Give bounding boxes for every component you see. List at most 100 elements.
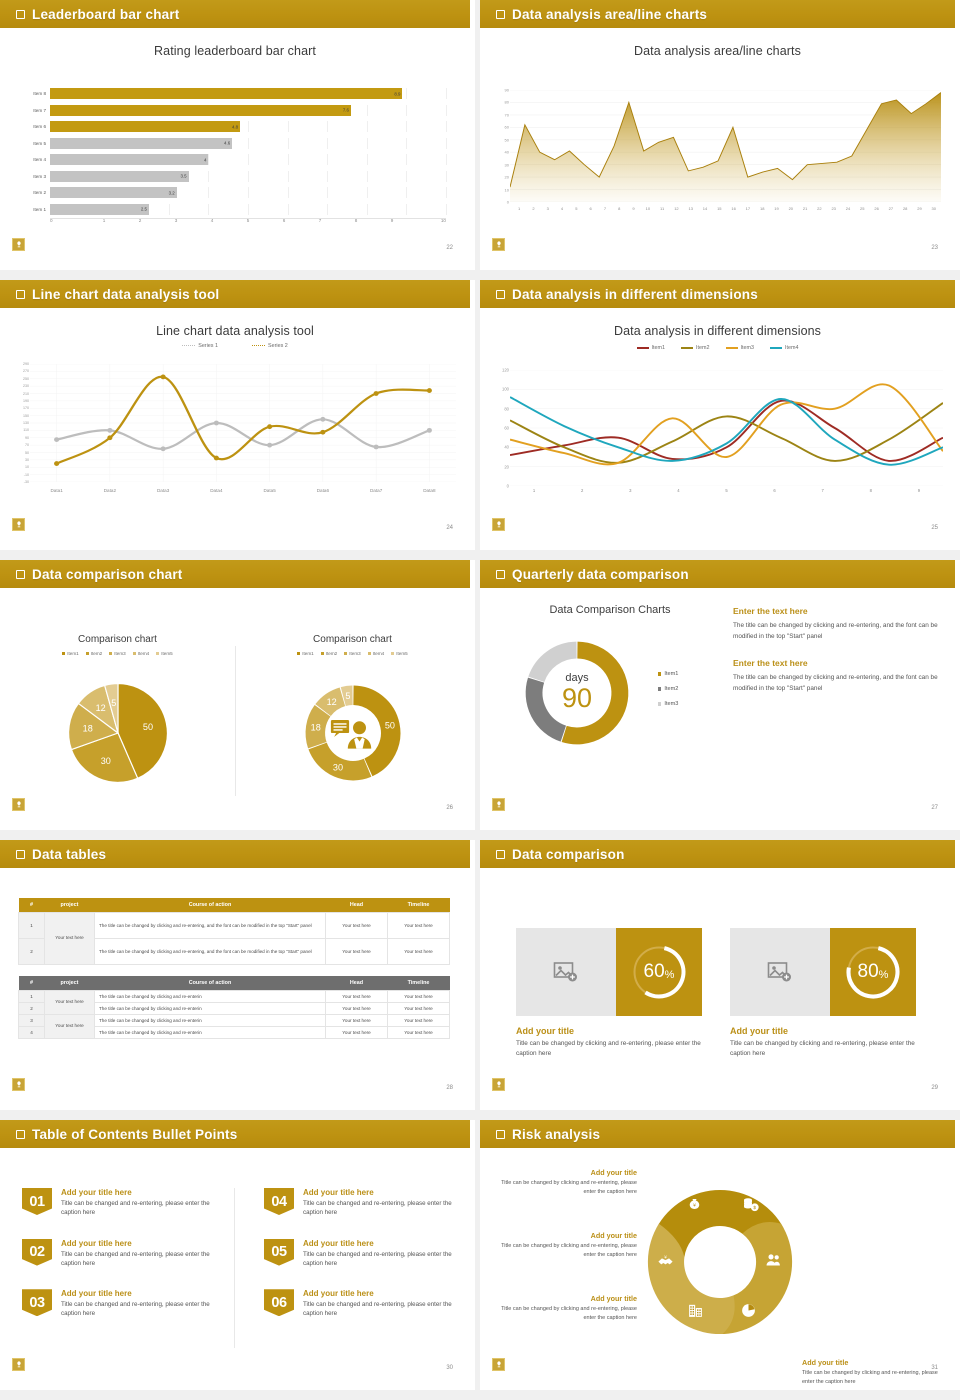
legend-item[interactable]: Item1 <box>636 345 665 351</box>
days-donut-chart: days 90 <box>512 628 642 758</box>
data-point <box>160 446 166 452</box>
bar-chart-row: Item 2 3.2 <box>18 185 447 200</box>
legend-swatch <box>658 702 662 706</box>
area-chart-x-axis: 1 2 3 4 5 6 7 8 9 10 11 12 13 14 15 16 17 18 19 20 21 22 23 24 2… <box>512 206 941 220</box>
x-tick: 7 <box>318 218 322 223</box>
data-point <box>213 420 219 426</box>
donut-legend: Item1 Item2 Item3 <box>658 671 678 716</box>
pie-chart-icon <box>742 1304 755 1317</box>
gauge-unit: % <box>878 968 889 981</box>
legend-item[interactable]: Series 2 <box>252 343 288 349</box>
legend-item[interactable]: Item3 <box>658 701 678 707</box>
slide-data-tables[interactable]: Data tables # project Course of action Head… <box>0 840 480 1120</box>
risk-item-title: Add your title <box>590 1294 637 1303</box>
square-bullet-icon <box>496 569 505 579</box>
legend-label: Item2 <box>664 686 679 692</box>
text-block[interactable]: Enter the text here The title can be cha… <box>733 658 941 694</box>
x-tick: 18 <box>759 206 765 211</box>
legend-item[interactable]: Item2 <box>85 651 102 656</box>
legend-swatch <box>658 672 662 676</box>
text-block[interactable]: Enter the text here The title can be cha… <box>733 606 941 642</box>
toc-item[interactable]: 06 Add your title here Title can be change… <box>264 1289 469 1319</box>
risk-item[interactable]: Add your title Title can be changed by cl… <box>492 1294 637 1323</box>
legend-swatch <box>62 652 66 655</box>
row-course: The title can be changed by clicking and… <box>94 1002 326 1015</box>
table-column-header: project <box>44 898 95 913</box>
x-tick: Data8 <box>423 488 436 493</box>
image-placeholder[interactable] <box>730 928 830 1016</box>
y-tick: 0 <box>506 483 509 489</box>
row-timeline: Your text here <box>387 1002 450 1015</box>
toc-item[interactable]: 05 Add your title here Title can be change… <box>264 1238 469 1269</box>
legend-item[interactable]: Item3 <box>725 345 754 351</box>
bar-track: 7.6 <box>50 104 447 116</box>
table-row[interactable]: 2 The title can be changed by clicking an… <box>18 1002 450 1015</box>
legend-item[interactable]: Item3 <box>344 651 361 656</box>
y-tick: 90 <box>504 87 509 93</box>
brand-logo-icon <box>12 238 25 251</box>
risk-item[interactable]: Add your title Title can be changed by cl… <box>802 1358 950 1387</box>
legend-item[interactable]: Item1 <box>658 671 678 677</box>
x-tick: 7 <box>821 488 824 493</box>
x-tick: 2 <box>138 218 142 223</box>
slide-toc-bullet-points[interactable]: Table of Contents Bullet Points 01 Add yo… <box>0 1120 480 1400</box>
toc-item[interactable]: 01 Add your title here Title can be change… <box>22 1188 227 1218</box>
legend-item[interactable]: Item3 <box>109 651 126 656</box>
comparison-card[interactable]: 80 % Add your title Title can be changed… <box>730 928 916 1060</box>
data-point <box>373 444 379 450</box>
slice-value: 12 <box>95 703 105 713</box>
legend-item[interactable]: Item2 <box>681 345 710 351</box>
row-course: The title can be changed by clicking and… <box>94 990 326 1003</box>
legend-item[interactable]: Item4 <box>769 345 798 351</box>
legend-item[interactable]: Item5 <box>391 651 408 656</box>
slide-quarterly-data-comparison[interactable]: Quarterly data comparison Data Compariso… <box>480 560 960 840</box>
slide-data-comparison-chart[interactable]: Data comparison chart Comparison chart I… <box>0 560 480 840</box>
legend-item[interactable]: Item4 <box>367 651 384 656</box>
bar-label: Item 8 <box>33 91 46 96</box>
risk-item[interactable]: Add your title Title can be changed by cl… <box>492 1231 637 1260</box>
row-index: 2 <box>18 938 45 965</box>
slide-different-dimensions[interactable]: Data analysis in different dimensions Da… <box>480 280 960 560</box>
slide-header-title: Data comparison <box>512 846 625 862</box>
risk-item[interactable]: Add your title Title can be changed by cl… <box>492 1168 637 1197</box>
slide-area-line-charts[interactable]: Data analysis area/line charts Data anal… <box>480 0 960 280</box>
slide-line-chart-tool[interactable]: Line chart data analysis tool Line chart… <box>0 280 480 560</box>
table-row[interactable]: 1 Your text here The title can be changed … <box>18 912 450 965</box>
row-head: Your text here <box>325 1002 388 1015</box>
x-tick: 10 <box>440 218 446 223</box>
legend-item[interactable]: Item1 <box>297 651 314 656</box>
comparison-card[interactable]: 60 % Add your title Title can be changed… <box>516 928 702 1060</box>
toc-item[interactable]: 02 Add your title here Title can be change… <box>22 1238 227 1269</box>
slide-data-comparison[interactable]: Data comparison <box>480 840 960 1120</box>
table-row[interactable]: 4 The title can be changed by clicking an… <box>18 1026 450 1039</box>
toc-item[interactable]: 03 Add your title here Title can be change… <box>22 1289 227 1319</box>
slide-leaderboard-bar-chart[interactable]: Leaderboard bar chart Rating leaderboard… <box>0 0 480 280</box>
legend-item[interactable]: Item5 <box>156 651 173 656</box>
table-row[interactable]: 1 Your text here The title can be changed … <box>18 990 450 1015</box>
slide-risk-analysis[interactable]: Risk analysis ¥ <box>480 1120 960 1400</box>
legend-item[interactable]: Item1 <box>62 651 79 656</box>
toc-item-title: Add your title here <box>61 1188 132 1197</box>
square-bullet-icon <box>496 289 505 299</box>
table-row[interactable]: 3 Your text here The title can be changed … <box>18 1014 450 1039</box>
image-placeholder[interactable] <box>516 928 616 1016</box>
percent-gauge: 80 % <box>830 928 916 1016</box>
toc-item[interactable]: 04 Add your title here Title can be change… <box>264 1188 469 1218</box>
x-tick: 9 <box>917 488 921 493</box>
slice-value: 30 <box>100 756 110 766</box>
legend-item[interactable]: Item2 <box>658 686 678 692</box>
data-table-gold[interactable]: # project Course of action Head Timeline 1 You… <box>18 898 450 965</box>
row-head: Your text here <box>325 1026 388 1039</box>
x-tick: 14 <box>702 206 708 211</box>
legend-item[interactable]: Item4 <box>132 651 149 656</box>
bar-track: 2.5 <box>50 203 447 215</box>
legend-item[interactable]: Series 1 <box>182 343 218 349</box>
row-index: 1 <box>18 990 45 1003</box>
data-table-gray[interactable]: # project Course of action Head Timeline 1 You… <box>18 976 450 1039</box>
legend-item[interactable]: Item2 <box>320 651 337 656</box>
slide-header-title: Data analysis in different dimensions <box>512 286 758 302</box>
toc-number-badge: 04 <box>264 1188 294 1215</box>
legend-label: Item3 <box>114 651 126 656</box>
table-row[interactable]: 2 The title can be changed by clicking an… <box>18 938 450 965</box>
y-tick: 50 <box>504 137 509 143</box>
